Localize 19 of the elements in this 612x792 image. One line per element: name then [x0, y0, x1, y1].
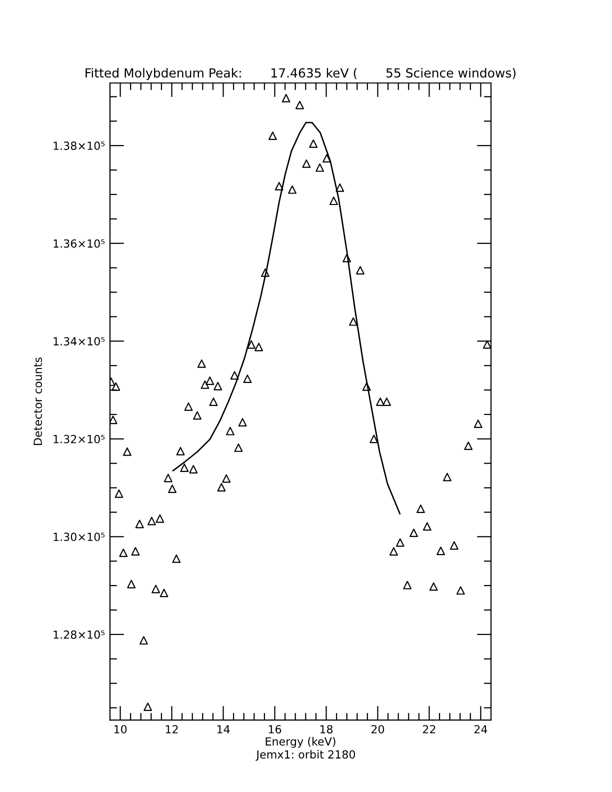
x-tick-label: 20: [371, 725, 384, 734]
x-axis-title: Energy (keV): [266, 737, 336, 748]
x-tick-label: 12: [166, 725, 178, 734]
y-tick-label: 1.36×10⁵: [54, 239, 105, 248]
y-tick-label: 1.34×10⁵: [54, 337, 105, 346]
y-tick-label: 1.38×10⁵: [54, 142, 105, 150]
x-tick-label: 14: [217, 725, 230, 734]
y-tick-label: 1.30×10⁵: [54, 532, 105, 542]
y-axis-title: Detector counts: [34, 358, 42, 445]
y-tick-label: 1.28×10⁵: [54, 630, 105, 639]
x-tick-label: 10: [114, 725, 127, 734]
x-tick-label: 18: [320, 725, 333, 734]
line-series: [172, 122, 401, 514]
x-tick-label: 16: [268, 725, 282, 734]
x-tick-label: 22: [422, 725, 436, 734]
x-tick-label: 24: [474, 725, 488, 734]
text: Jemx1: orbit 2180: [256, 750, 356, 761]
chart-title: Fitted Molybdenum Peak: 17.4635 keV ( 55 Science windows): [86, 68, 516, 80]
y-tick-label: 1.32×10⁵: [54, 434, 105, 444]
